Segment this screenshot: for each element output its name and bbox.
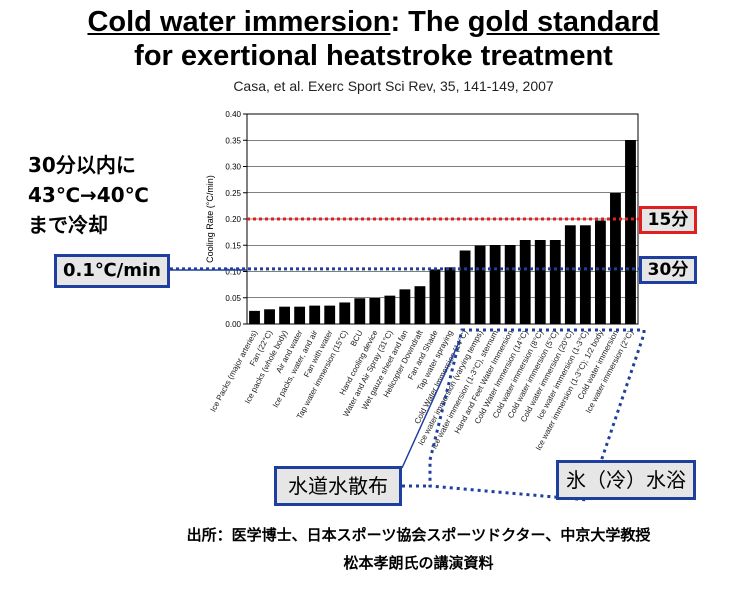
y-tick-label: 0.15 <box>225 241 241 250</box>
y-axis-label: Cooling Rate (°C/min) <box>205 175 215 263</box>
bar <box>264 309 275 324</box>
bar <box>474 245 486 324</box>
bar <box>610 192 621 324</box>
title-cold-water-immersion: Cold water immersion <box>87 6 391 38</box>
bar <box>354 298 366 324</box>
bar <box>294 306 306 324</box>
fifteen-min-box: 15分 <box>639 206 697 234</box>
thirty-min-box: 30分 <box>639 256 697 284</box>
bar <box>339 302 351 324</box>
title-line1: Cold water immersion: The gold standard <box>0 6 747 39</box>
bar <box>414 286 426 324</box>
y-tick-label: 0.25 <box>225 189 241 198</box>
title-line2: for exertional heatstroke treatment <box>134 40 613 72</box>
bar <box>324 305 336 324</box>
bar <box>489 245 501 324</box>
y-tick-label: 0.10 <box>225 268 241 277</box>
bar <box>279 306 291 324</box>
tap-water-spray-box: 水道水散布 <box>274 466 402 506</box>
rate-0-1-box: 0.1℃/min <box>54 254 170 288</box>
tap-water-pointer <box>401 339 461 469</box>
bar <box>519 240 531 324</box>
y-tick-label: 0.05 <box>225 294 241 303</box>
bar <box>534 240 546 324</box>
y-tick-label: 0.30 <box>225 163 241 172</box>
bar <box>564 225 576 324</box>
y-tick-label: 0.00 <box>225 320 241 329</box>
ice-water-group-outline <box>428 328 646 502</box>
title-gold-standard: gold standard <box>467 6 660 38</box>
bar <box>384 295 396 324</box>
note-line3: まで冷却 <box>28 213 108 237</box>
bar <box>429 269 441 324</box>
y-tick-label: 0.40 <box>225 110 241 119</box>
bar <box>369 297 381 324</box>
bar <box>594 220 606 324</box>
bar <box>504 245 516 324</box>
bar <box>625 140 636 324</box>
bar <box>444 267 456 324</box>
bar <box>309 305 321 324</box>
bar <box>249 310 260 324</box>
bar <box>579 225 591 324</box>
y-tick-label: 0.20 <box>225 215 241 224</box>
note-line2: 43℃→40℃ <box>28 183 149 207</box>
cooling-goal-note: 30分以内に 43℃→40℃ まで冷却 <box>28 150 149 240</box>
citation: Casa, et al. Exerc Sport Sci Rev, 35, 14… <box>233 78 554 94</box>
note-line1: 30分以内に <box>28 153 136 177</box>
source-line1: 出所：医学博士、日本スポーツ協会スポーツドクター、中京大学教授 <box>186 526 651 544</box>
title-colon: : The <box>390 6 468 38</box>
bar <box>459 250 471 324</box>
ice-water-bath-box: 氷（冷）水浴 <box>556 460 696 500</box>
source-line2: 松本孝朗氏の講演資料 <box>343 554 494 572</box>
bar <box>549 240 561 324</box>
y-tick-label: 0.35 <box>225 136 241 145</box>
bar <box>399 289 411 324</box>
